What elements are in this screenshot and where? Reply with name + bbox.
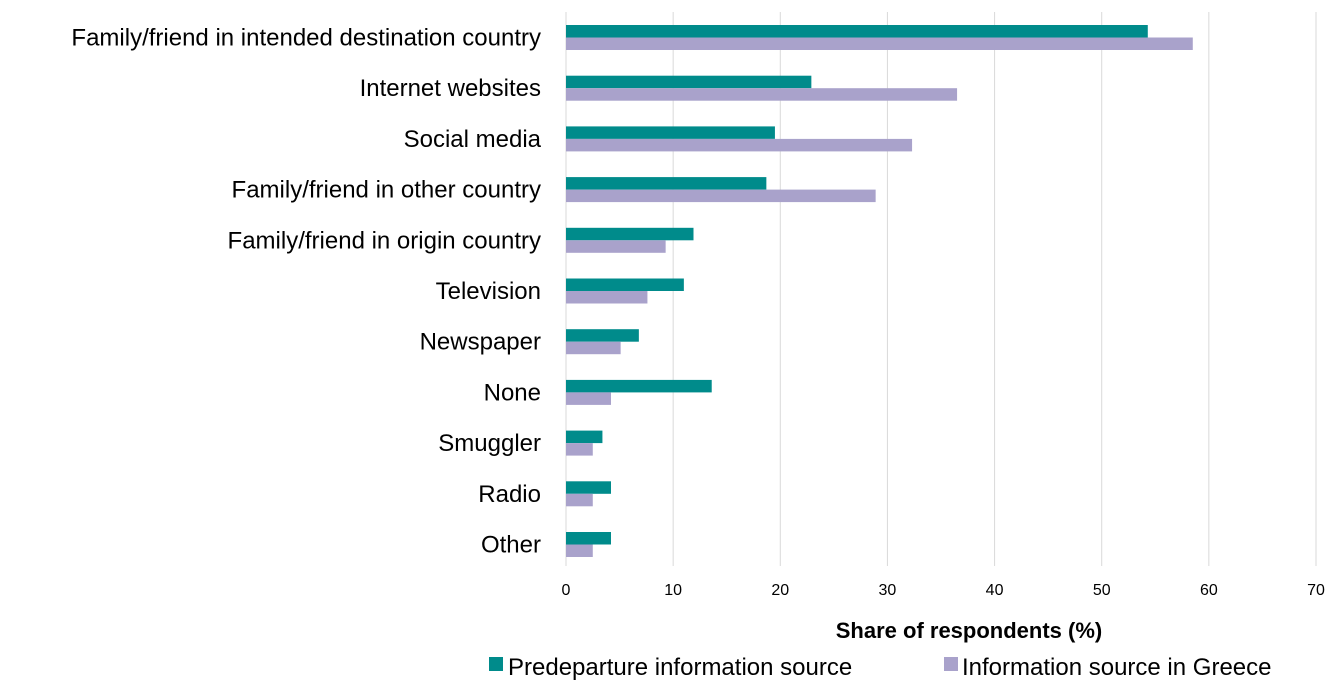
- category-label: Radio: [478, 481, 541, 508]
- bar-greece-9: [566, 493, 593, 507]
- legend-swatch-greece: [944, 657, 958, 671]
- bar-predeparture-0: [566, 25, 1148, 38]
- x-tick-label: 40: [986, 582, 1004, 599]
- gridlines: [565, 12, 1317, 566]
- category-label: Television: [436, 278, 541, 305]
- bar-predeparture-9: [566, 481, 611, 494]
- x-axis-title: Share of respondents (%): [836, 618, 1102, 643]
- bar-predeparture-2: [566, 126, 775, 139]
- x-tick-label: 70: [1307, 582, 1325, 599]
- bar-greece-10: [566, 544, 593, 557]
- x-tick-label: 30: [879, 582, 897, 599]
- bar-greece-8: [566, 443, 593, 456]
- bar-greece-6: [566, 341, 621, 355]
- bar-predeparture-5: [566, 278, 684, 291]
- category-label: Family/friend in intended destination co…: [71, 25, 541, 52]
- category-label: Family/friend in other country: [232, 177, 541, 204]
- bars: [566, 25, 1193, 557]
- bar-predeparture-6: [566, 329, 639, 342]
- x-tick-label: 50: [1093, 582, 1111, 599]
- bar-predeparture-1: [566, 75, 812, 89]
- legend: Predeparture information source Informat…: [489, 654, 1271, 681]
- bar-greece-7: [566, 392, 611, 405]
- legend-label-predeparture: Predeparture information source: [508, 654, 852, 681]
- bar-predeparture-8: [566, 430, 603, 444]
- bar-greece-1: [566, 88, 958, 101]
- bar-predeparture-7: [566, 379, 712, 393]
- category-label: Family/friend in origin country: [228, 227, 541, 254]
- category-label: Other: [481, 532, 541, 559]
- category-labels: Family/friend in intended destination co…: [71, 25, 541, 559]
- x-tick-label: 20: [771, 582, 789, 599]
- category-label: Newspaper: [420, 329, 541, 356]
- legend-swatch-predeparture: [489, 657, 503, 671]
- bar-predeparture-3: [566, 177, 767, 190]
- category-label: Social media: [404, 126, 542, 153]
- category-label: Internet websites: [360, 75, 541, 102]
- bar-greece-0: [566, 37, 1193, 50]
- bar-predeparture-4: [566, 227, 694, 241]
- legend-label-greece: Information source in Greece: [962, 654, 1271, 681]
- x-tick-label: 60: [1200, 582, 1218, 599]
- x-tick-label: 10: [664, 582, 682, 599]
- bar-greece-4: [566, 240, 666, 253]
- bar-greece-5: [566, 291, 648, 304]
- category-label: Smuggler: [438, 430, 541, 457]
- bar-greece-3: [566, 189, 876, 203]
- x-tick-labels: 0 10 20 30 40 50 60 70: [562, 582, 1325, 599]
- category-label: None: [484, 379, 541, 406]
- bar-predeparture-10: [566, 532, 611, 545]
- x-tick-label: 0: [562, 582, 571, 599]
- bar-greece-2: [566, 138, 913, 152]
